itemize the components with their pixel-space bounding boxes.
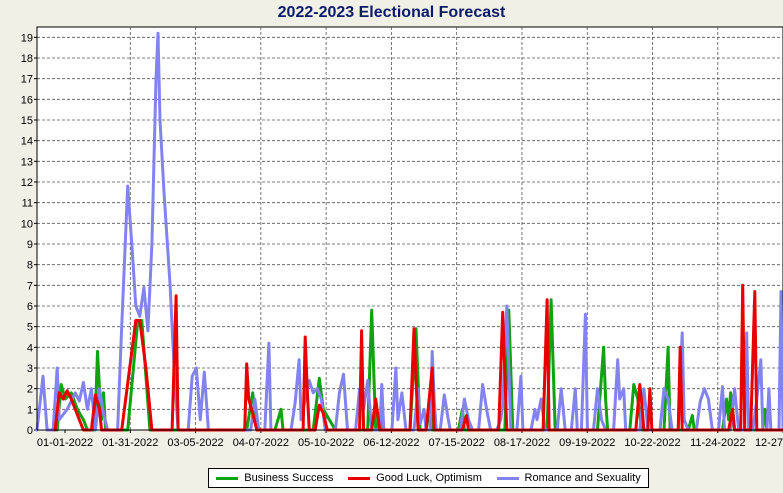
y-tick-label: 2 [27, 384, 33, 396]
x-tick-label: 08-17-2022 [494, 437, 550, 449]
y-tick-label: 9 [27, 239, 33, 251]
x-tick-label: 01-01-2022 [37, 437, 93, 449]
legend-label-romance: Romance and Sexuality [524, 472, 641, 484]
legend-swatch-good-luck [348, 476, 371, 480]
y-tick-label: 10 [21, 218, 33, 230]
legend-swatch-business-success [216, 476, 239, 480]
legend-label-business-success: Business Success [244, 472, 334, 484]
x-tick-label: 05-10-2022 [298, 437, 354, 449]
y-tick-label: 5 [27, 322, 33, 334]
x-tick-label: 03-05-2022 [167, 437, 223, 449]
x-tick-label: 12-27-2022 [755, 437, 783, 449]
legend-swatch-romance [496, 476, 519, 480]
x-tick-label: 06-12-2022 [363, 437, 419, 449]
y-tick-label: 19 [21, 32, 33, 44]
legend: Business Success Good Luck, Optimism Rom… [208, 468, 649, 488]
legend-label-good-luck: Good Luck, Optimism [376, 472, 482, 484]
y-tick-label: 15 [21, 115, 33, 127]
y-tick-label: 0 [27, 425, 33, 437]
x-tick-label: 09-19-2022 [559, 437, 615, 449]
y-tick-label: 17 [21, 74, 33, 86]
y-tick-label: 7 [27, 280, 33, 292]
y-tick-label: 11 [22, 198, 33, 210]
legend-item-business-success: Business Success [216, 472, 334, 484]
y-tick-label: 1 [27, 404, 33, 416]
y-tick-label: 18 [21, 53, 33, 65]
legend-item-romance: Romance and Sexuality [496, 472, 641, 484]
y-tick-label: 12 [21, 177, 33, 189]
y-tick-label: 16 [21, 94, 33, 106]
y-tick-label: 8 [27, 260, 33, 272]
x-tick-label: 07-15-2022 [429, 437, 485, 449]
chart-title: 2022-2023 Electional Forecast [277, 4, 506, 21]
y-tick-label: 6 [27, 301, 33, 313]
x-tick-label: 04-07-2022 [233, 437, 289, 449]
y-tick-label: 14 [21, 136, 33, 148]
legend-item-good-luck: Good Luck, Optimism [348, 472, 482, 484]
x-tick-label: 11-24-2022 [690, 437, 745, 449]
y-tick-label: 13 [21, 156, 33, 168]
plot-background [36, 26, 783, 431]
x-tick-label: 10-22-2022 [624, 437, 680, 449]
y-tick-label: 3 [27, 363, 33, 375]
plot-area: 01234567891011121314151617181901-01-2022… [21, 26, 783, 449]
y-tick-label: 4 [27, 342, 33, 354]
x-tick-label: 01-31-2022 [102, 437, 158, 449]
